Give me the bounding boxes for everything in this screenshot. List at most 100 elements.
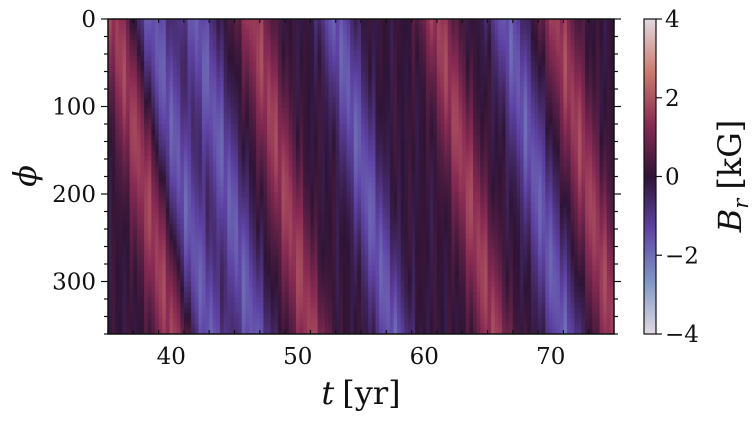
heatmap-cell bbox=[234, 181, 239, 188]
heatmap-cell bbox=[335, 302, 340, 309]
heatmap-cell bbox=[397, 328, 402, 334]
heatmap-cell bbox=[108, 286, 113, 293]
heatmap-cell bbox=[201, 171, 207, 178]
heatmap-cell bbox=[158, 307, 163, 314]
heatmap-cell bbox=[393, 244, 398, 251]
heatmap-cell bbox=[335, 223, 340, 230]
heatmap-cell bbox=[353, 103, 358, 109]
heatmap-cell bbox=[371, 139, 377, 146]
heatmap-cell bbox=[136, 29, 142, 36]
heatmap-cell bbox=[227, 260, 232, 267]
heatmap-cell bbox=[299, 97, 304, 104]
heatmap-cell bbox=[285, 76, 290, 83]
heatmap-cell bbox=[118, 103, 124, 109]
heatmap-cell bbox=[129, 155, 134, 162]
heatmap-cell bbox=[129, 124, 134, 130]
heatmap-cell bbox=[165, 197, 171, 204]
heatmap-cell bbox=[400, 239, 405, 246]
heatmap-cell bbox=[368, 176, 373, 183]
heatmap-cell bbox=[256, 276, 261, 283]
heatmap-cell bbox=[375, 113, 380, 120]
heatmap-cell bbox=[400, 166, 405, 172]
heatmap-cell bbox=[274, 82, 279, 88]
heatmap-cell bbox=[245, 229, 250, 235]
heatmap-cell bbox=[180, 71, 185, 78]
heatmap-cell bbox=[382, 45, 387, 52]
heatmap-cell bbox=[118, 176, 124, 183]
heatmap-cell bbox=[299, 87, 304, 94]
heatmap-cell bbox=[144, 239, 149, 246]
heatmap-cell bbox=[404, 124, 409, 130]
heatmap-cell bbox=[216, 66, 221, 73]
heatmap-cell bbox=[324, 55, 330, 62]
heatmap-cell bbox=[133, 55, 138, 62]
heatmap-cell bbox=[140, 197, 145, 204]
heatmap-cell bbox=[209, 134, 214, 141]
heatmap-cell bbox=[147, 202, 152, 209]
heatmap-cell bbox=[176, 61, 181, 67]
heatmap-cell bbox=[115, 61, 120, 67]
heatmap-cell bbox=[342, 208, 348, 214]
heatmap-cell bbox=[324, 297, 330, 304]
heatmap-cell bbox=[187, 297, 192, 304]
heatmap-cell bbox=[165, 139, 171, 146]
heatmap-cell bbox=[252, 61, 257, 67]
heatmap-cell bbox=[162, 55, 167, 62]
heatmap-cell bbox=[176, 108, 181, 115]
heatmap-cell bbox=[187, 76, 192, 83]
heatmap-cell bbox=[339, 328, 344, 334]
heatmap-cell bbox=[317, 318, 322, 325]
heatmap-cell bbox=[169, 260, 174, 267]
heatmap-cell bbox=[205, 276, 210, 283]
heatmap-cell bbox=[371, 192, 377, 199]
heatmap-cell bbox=[375, 29, 380, 36]
heatmap-cell bbox=[158, 55, 163, 62]
heatmap-cell bbox=[404, 271, 409, 277]
heatmap-cell bbox=[303, 160, 308, 167]
heatmap-cell bbox=[339, 87, 344, 94]
heatmap-cell bbox=[281, 281, 286, 288]
heatmap-cell bbox=[339, 129, 344, 136]
heatmap-cell bbox=[129, 260, 134, 267]
heatmap-cell bbox=[173, 19, 178, 25]
heatmap-cell bbox=[151, 29, 156, 36]
heatmap-cell bbox=[169, 155, 174, 162]
heatmap-cell bbox=[151, 292, 156, 298]
heatmap-cell bbox=[238, 328, 243, 334]
heatmap-cell bbox=[158, 34, 163, 41]
heatmap-cell bbox=[270, 76, 275, 83]
heatmap-cell bbox=[379, 281, 384, 288]
heatmap-cell bbox=[389, 160, 395, 167]
heatmap-cell bbox=[332, 87, 337, 94]
heatmap-cell bbox=[151, 307, 156, 314]
heatmap-cell bbox=[144, 281, 149, 288]
heatmap-cell bbox=[379, 176, 384, 183]
heatmap-cell bbox=[136, 61, 142, 67]
heatmap-cell bbox=[393, 45, 398, 52]
heatmap-cell bbox=[357, 250, 362, 256]
heatmap-cell bbox=[299, 197, 304, 204]
heatmap-cell bbox=[350, 192, 355, 199]
heatmap-cell bbox=[335, 265, 340, 272]
heatmap-cell bbox=[223, 166, 228, 172]
heatmap-cell bbox=[230, 66, 236, 73]
heatmap-cell bbox=[357, 92, 362, 99]
heatmap-cell bbox=[368, 281, 373, 288]
heatmap-cell bbox=[393, 318, 398, 325]
heatmap-cell bbox=[379, 19, 384, 25]
heatmap-cell bbox=[245, 66, 250, 73]
heatmap-cell bbox=[285, 24, 290, 31]
heatmap-cell bbox=[176, 76, 181, 83]
heatmap-cell bbox=[342, 297, 348, 304]
heatmap-cell bbox=[212, 171, 218, 178]
heatmap-cell bbox=[299, 244, 304, 251]
heatmap-cell bbox=[183, 276, 189, 283]
heatmap-cell bbox=[111, 55, 116, 62]
heatmap-cell bbox=[357, 176, 362, 183]
heatmap-cell bbox=[230, 281, 236, 288]
heatmap-cell bbox=[393, 302, 398, 309]
heatmap-cell bbox=[158, 87, 163, 94]
heatmap-cell bbox=[285, 166, 290, 172]
heatmap-cell bbox=[389, 50, 395, 57]
heatmap-cell bbox=[277, 292, 283, 298]
